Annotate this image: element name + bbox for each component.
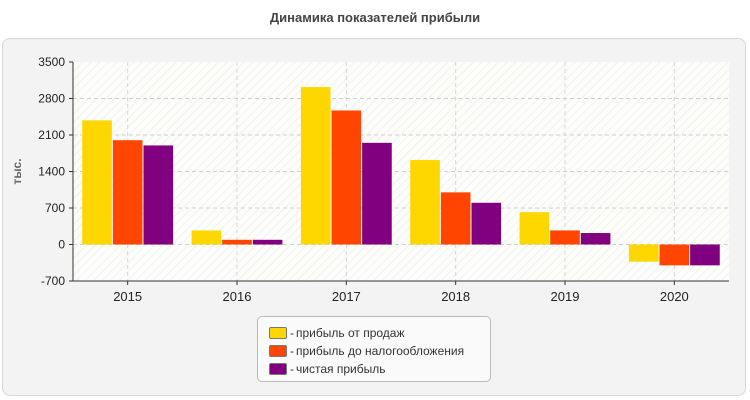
y-tick-label: 700	[45, 201, 65, 215]
x-tick-label: 2016	[223, 289, 252, 304]
y-tick-label: 1400	[38, 165, 65, 179]
bar-2015-series-1	[82, 120, 112, 245]
y-tick-label: 2100	[38, 128, 65, 142]
legend-swatch	[269, 345, 287, 357]
bar-2015-series-3	[143, 145, 174, 245]
legend-label: прибыль от продаж	[296, 326, 405, 340]
legend-item: - чистая прибыль	[269, 360, 490, 378]
bar-2016-series-1	[191, 230, 222, 245]
chart-legend: - прибыль от продаж - прибыль до налогообло…	[257, 316, 491, 382]
legend-label: чистая прибыль	[296, 362, 386, 376]
legend-swatch	[269, 327, 287, 339]
bar-2017-series-2	[331, 110, 362, 245]
legend-swatch	[269, 363, 287, 375]
bar-2017-series-1	[300, 87, 331, 245]
legend-dash: -	[290, 362, 294, 376]
bar-2020-series-3	[690, 244, 720, 266]
x-tick-label: 2015	[113, 289, 142, 304]
bar-2016-series-3	[252, 239, 283, 245]
y-tick-label: 2800	[38, 92, 65, 106]
bar-2015-series-2	[112, 140, 143, 245]
bar-2018-series-3	[471, 202, 502, 245]
bar-2020-series-1	[628, 244, 659, 262]
legend-dash: -	[290, 344, 294, 358]
x-tick-label: 2017	[332, 289, 361, 304]
bar-2019-series-3	[580, 233, 611, 245]
legend-item: - прибыль до налогообложения	[269, 342, 490, 360]
bar-2017-series-3	[362, 142, 392, 245]
bar-2018-series-2	[440, 192, 471, 245]
y-axis-label: тыс.	[10, 158, 24, 184]
bar-2018-series-1	[410, 160, 440, 245]
y-tick-label: -700	[41, 274, 65, 288]
chart-title: Динамика показателей прибыли	[269, 10, 481, 25]
x-tick-label: 2018	[441, 289, 470, 304]
bar-2019-series-1	[519, 212, 550, 245]
legend-item: - прибыль от продаж	[269, 324, 490, 342]
x-tick-label: 2019	[551, 289, 580, 304]
bar-2016-series-2	[222, 239, 252, 245]
bar-2020-series-2	[659, 244, 690, 266]
legend-dash: -	[290, 326, 294, 340]
bar-2019-series-2	[550, 230, 580, 245]
legend-label: прибыль до налогообложения	[296, 344, 465, 358]
x-tick-label: 2020	[660, 289, 689, 304]
y-tick-label: 0	[58, 238, 65, 252]
y-tick-label: 3500	[38, 55, 65, 69]
